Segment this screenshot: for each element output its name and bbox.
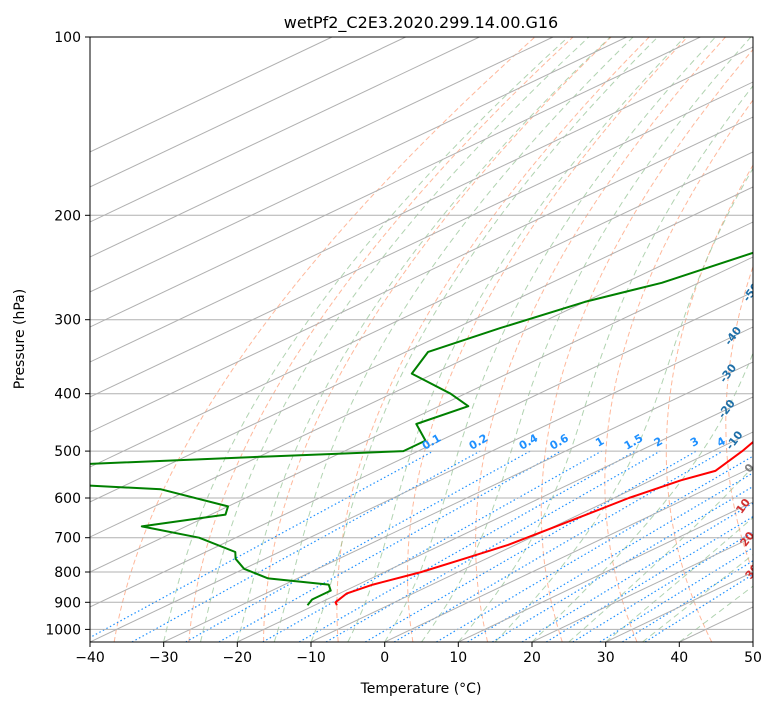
isotherm-gridline — [163, 361, 753, 642]
y-tick-label: 800 — [54, 565, 81, 581]
x-tick-label: −30 — [149, 650, 179, 666]
isotherm-gridlines — [90, 37, 753, 642]
dry-adiabat-line — [665, 164, 753, 642]
isotherm-gridline — [90, 256, 753, 573]
dry-adiabat-line — [188, 37, 574, 642]
moist-adiabat-line — [605, 516, 753, 642]
x-tick-label: −40 — [75, 650, 105, 666]
x-axis-label: Temperature (°C) — [360, 681, 482, 697]
moist-adiabat-line — [273, 37, 634, 642]
y-tick-label: 200 — [54, 208, 81, 224]
isotherm-gridline — [90, 37, 480, 223]
mixing-ratio-line — [90, 450, 434, 639]
y-tick-label: 400 — [54, 387, 81, 403]
dry-adiabat-line — [475, 37, 726, 642]
mixing-ratio-line — [521, 502, 753, 642]
x-tick-label: 50 — [744, 650, 762, 666]
isotherm-gridline — [90, 221, 753, 538]
mixing-ratio-line — [644, 573, 753, 642]
isotherm-gridline — [90, 116, 753, 433]
isotherm-gridline — [237, 396, 753, 642]
x-tick-label: 20 — [523, 650, 541, 666]
isotherm-label: 30 — [743, 561, 763, 581]
moist-adiabat-line — [347, 37, 686, 642]
dewpoint-profile-line — [90, 251, 753, 606]
moist-adiabat-line — [236, 37, 611, 642]
isotherm-gridline — [90, 37, 701, 328]
isotherm-gridline — [90, 81, 753, 398]
mixing-ratio-line — [262, 450, 602, 642]
isotherm-gridline — [90, 37, 333, 153]
moist-adiabat-line — [200, 37, 590, 642]
dry-adiabat-line — [113, 37, 536, 642]
isotherm-gridline — [310, 431, 753, 642]
mixing-ratio-line — [131, 450, 481, 642]
dry-adiabat-line — [263, 37, 612, 642]
isotherm-gridline — [90, 37, 554, 258]
y-tick-label: 300 — [54, 313, 81, 329]
plot-frame — [89, 36, 754, 643]
x-tick-label: 40 — [670, 650, 688, 666]
plot-area: -100-90-80-70-60-50-40-30-20-10010203040… — [90, 37, 763, 642]
chart-title: wetPf2_C2E3.2020.299.14.00.G16 — [284, 13, 558, 33]
isotherm-gridline — [90, 37, 406, 188]
dry-adiabat-line — [604, 99, 753, 642]
mixing-ratio-line — [467, 472, 753, 642]
isotherm-gridline — [531, 536, 753, 642]
y-tick-label: 600 — [54, 491, 81, 507]
isotherm-gridline — [90, 186, 753, 503]
isotherm-gridline — [90, 37, 627, 293]
y-tick-label: 1000 — [45, 622, 81, 638]
y-axis-label: Pressure (hPa) — [12, 289, 28, 389]
y-tick-label: 700 — [54, 531, 81, 547]
y-tick-label: 100 — [54, 30, 81, 46]
mixing-ratio-line — [599, 546, 753, 642]
x-tick-label: −20 — [223, 650, 253, 666]
mixing-ratio-line — [622, 560, 753, 642]
moist-adiabat-line — [384, 37, 716, 642]
y-axis-ticks: 100 200 300 400 500 600 700 800 900 1000 — [45, 30, 90, 638]
x-tick-label: 30 — [597, 650, 615, 666]
x-tick-label: 0 — [380, 650, 389, 666]
y-tick-label: 500 — [54, 444, 81, 460]
dry-adiabat-line — [540, 48, 753, 642]
x-tick-label: −10 — [296, 650, 326, 666]
isotherm-label: 0 — [742, 461, 757, 475]
sounding-profiles — [90, 251, 753, 606]
moist-adiabat-line — [421, 37, 752, 642]
moist-adiabat-line — [531, 351, 753, 642]
isotherm-gridline — [458, 501, 753, 642]
mixing-ratio-line — [572, 531, 753, 642]
isotherm-gridline — [90, 326, 753, 642]
mixing-ratio-line — [325, 450, 661, 642]
x-axis-ticks: −40 −30 −20 −10 0 10 20 30 40 50 — [75, 642, 762, 666]
moist-adiabat-line — [163, 37, 569, 642]
moist-adiabat-line — [457, 85, 753, 642]
x-tick-label: 10 — [449, 650, 467, 666]
isotherm-gridline — [90, 291, 753, 608]
temperature-profile-line — [334, 440, 753, 606]
mixing-ratio-line — [185, 450, 531, 642]
mixing-ratio-line — [545, 515, 753, 642]
isotherm-gridline — [90, 46, 753, 363]
mixing-ratio-line — [393, 450, 724, 642]
isotherm-gridline — [90, 151, 753, 468]
isotherm-gridline — [384, 466, 753, 642]
y-tick-label: 900 — [54, 595, 81, 611]
